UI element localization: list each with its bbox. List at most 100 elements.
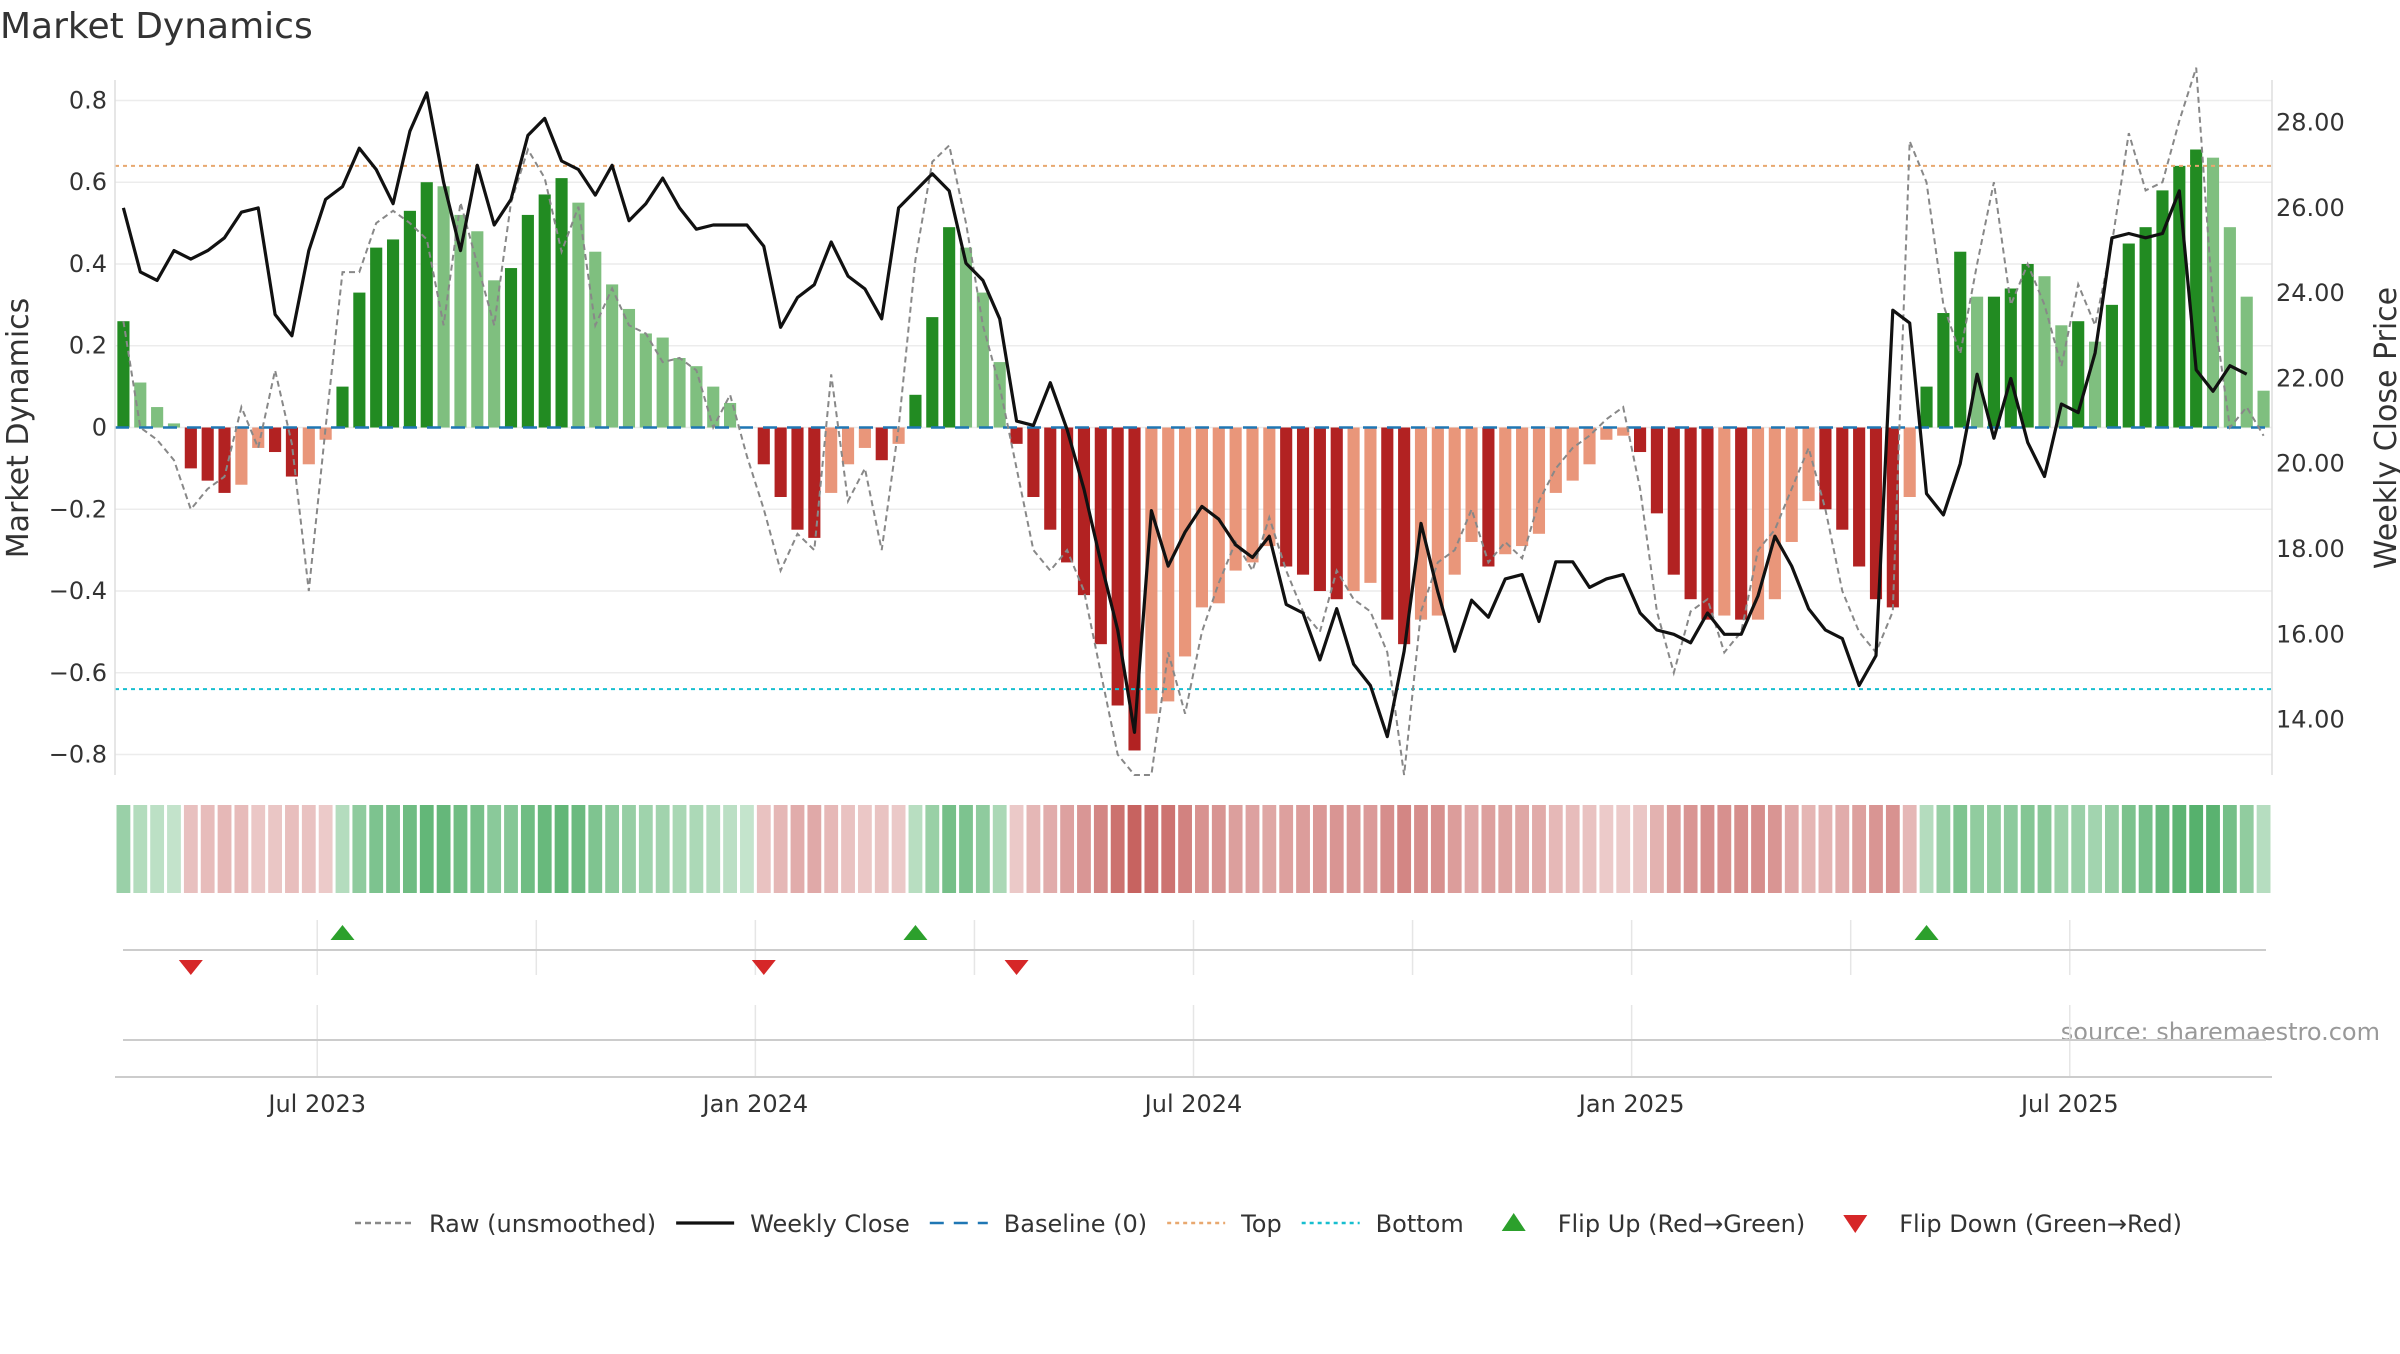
md-bar [1145, 427, 1158, 714]
regime-cell [756, 805, 771, 893]
md-bar [2055, 325, 2068, 428]
md-bar [1751, 427, 1765, 620]
md-bar [1077, 427, 1091, 596]
md-bar [1347, 427, 1360, 592]
legend-label: Bottom [1376, 1210, 1464, 1238]
y-right-tick-label: 24.00 [2276, 279, 2345, 307]
md-bar [1785, 427, 1798, 542]
regime-cell [1228, 805, 1243, 893]
md-bar [134, 382, 147, 428]
md-bar [1971, 296, 1984, 428]
source-note: source: sharemaestro.com [2061, 1018, 2380, 1046]
regime-cell [2054, 805, 2069, 893]
md-bar [1465, 427, 1478, 542]
legend-label: Baseline (0) [1004, 1210, 1147, 1238]
regime-cell [1481, 805, 1496, 893]
regime-cell [1043, 805, 1058, 893]
regime-cell [790, 805, 805, 893]
md-bar [1853, 427, 1866, 567]
md-bar [1718, 427, 1731, 616]
md-bar [1448, 427, 1461, 575]
md-bar [1044, 427, 1057, 530]
regime-cell [1919, 805, 1934, 893]
regime-cell [1683, 805, 1698, 893]
md-bar [302, 427, 315, 465]
md-bar [892, 427, 905, 444]
regime-cell [1245, 805, 1260, 893]
md-bar [1010, 427, 1023, 444]
y-right-tick-label: 22.00 [2276, 364, 2345, 392]
md-bar [1499, 427, 1512, 555]
regime-cell [1582, 805, 1597, 893]
legend-flip-up-swatch [1501, 1213, 1526, 1231]
md-bar [1684, 427, 1697, 600]
md-bar [353, 292, 366, 428]
regime-cell [2138, 805, 2153, 893]
md-bar [1111, 427, 1124, 706]
md-bar [167, 423, 181, 428]
regime-cell [1161, 805, 1176, 893]
md-bar [1532, 427, 1546, 534]
flip-up-marker [330, 925, 355, 940]
regime-cell [1869, 805, 1883, 893]
flip-down-marker [1004, 960, 1029, 975]
regime-cell [554, 805, 569, 893]
weekly-close-line [121, 91, 2248, 739]
md-bar [622, 308, 636, 428]
regime-cell [470, 805, 485, 893]
legend-label: Weekly Close [750, 1210, 910, 1238]
regime-cell [301, 805, 316, 893]
legend-label: Raw (unsmoothed) [429, 1210, 656, 1238]
regime-cell [942, 805, 957, 893]
md-bar [1701, 427, 1714, 620]
regime-cell [1565, 805, 1580, 893]
md-bar [1650, 427, 1663, 514]
legend-label: Flip Up (Red→Green) [1558, 1210, 1806, 1238]
md-bar [437, 186, 450, 428]
y-right-tick-label: 28.00 [2276, 109, 2345, 137]
md-bar [336, 386, 349, 428]
md-bar [1516, 427, 1529, 547]
regime-cell [857, 805, 872, 893]
md-bar [1280, 427, 1293, 567]
flip-up-marker [1914, 925, 1939, 940]
legend: Raw (unsmoothed) Weekly Close Baseline (0)… [355, 1210, 2182, 1238]
regime-cell [1397, 805, 1412, 893]
flip-up-marker [903, 925, 928, 940]
y-right-tick-label: 16.00 [2276, 620, 2345, 648]
md-bar [1987, 296, 2001, 428]
regime-cell [1532, 805, 1546, 893]
flip-down-marker [751, 960, 776, 975]
md-bar [1903, 427, 1916, 497]
md-bar [825, 427, 838, 493]
md-bar [1735, 427, 1748, 620]
md-bar [875, 427, 888, 461]
md-bar [269, 427, 282, 453]
regime-cell [2239, 805, 2254, 893]
regime-cell [1093, 805, 1108, 893]
md-bar [1229, 427, 1242, 571]
md-bar [2206, 157, 2220, 428]
y-left-tick-label: 0.8 [69, 86, 107, 114]
md-bar [2223, 227, 2236, 428]
regime-cell [352, 805, 367, 893]
regime-cell [1700, 805, 1715, 893]
md-bar [1600, 427, 1613, 440]
regime-cell [2105, 805, 2119, 893]
md-bar [1667, 427, 1680, 575]
y-left-tick-label: −0.2 [49, 495, 107, 523]
md-bar [1364, 427, 1377, 583]
md-bar [976, 292, 989, 428]
md-bar [1061, 427, 1074, 563]
regime-cell [183, 805, 198, 893]
md-bar [2122, 243, 2135, 428]
legend-item: Top [1167, 1210, 1282, 1238]
flip-markers-layer [178, 925, 1939, 975]
md-bar [1482, 427, 1495, 567]
md-bar [1128, 427, 1141, 751]
regime-cell [2020, 805, 2035, 893]
regime-cell [2172, 805, 2187, 893]
y-left-tick-label: −0.4 [49, 577, 107, 605]
regime-cell [1060, 805, 1075, 893]
